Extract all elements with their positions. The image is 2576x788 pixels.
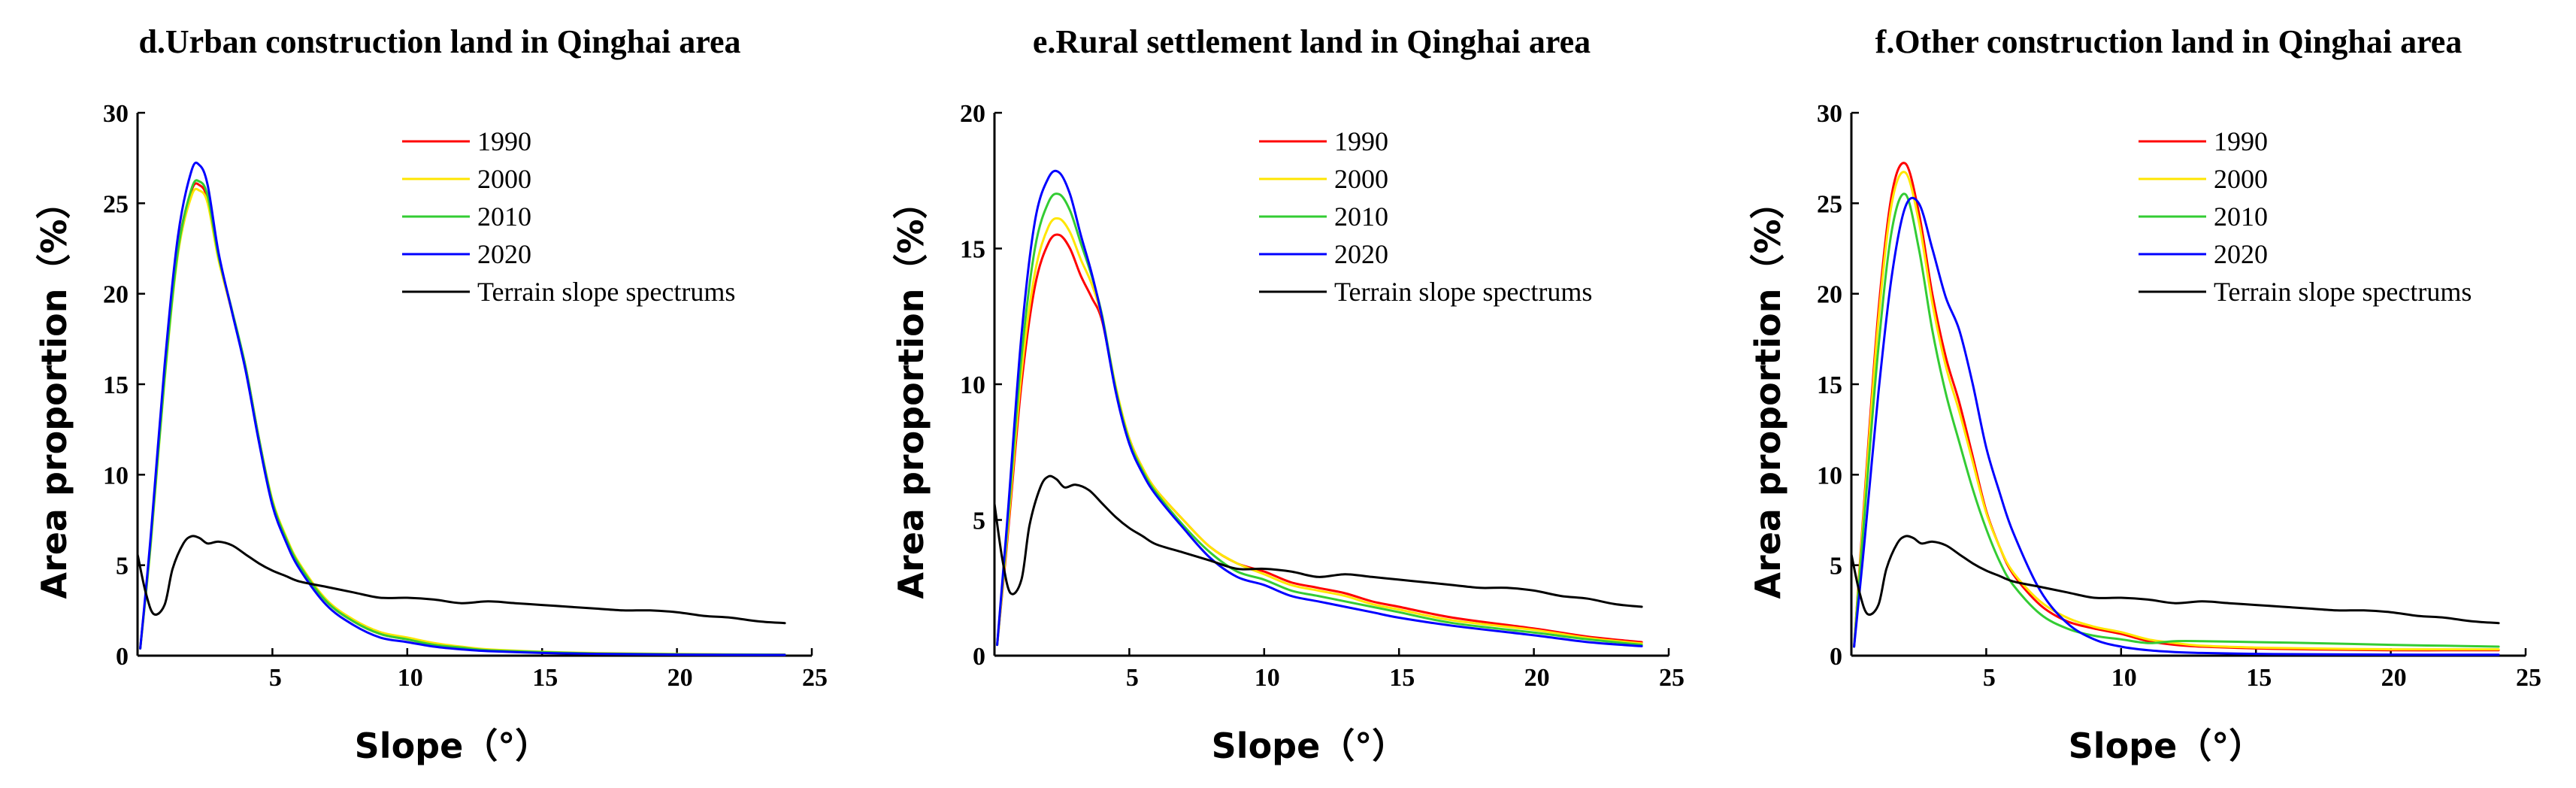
legend-label: 2000 <box>2214 164 2268 194</box>
y-tick-label: 5 <box>116 553 129 580</box>
legend-label: 2000 <box>1334 164 1388 194</box>
y-tick-label: 20 <box>960 100 985 128</box>
legend-label: 2020 <box>2214 239 2268 269</box>
legend-label: Terrain slope spectrums <box>1334 277 1592 307</box>
legend-label: 1990 <box>2214 126 2268 156</box>
legend-label: Terrain slope spectrums <box>477 277 735 307</box>
y-axis-label: Area proportion（%） <box>1748 184 1788 599</box>
legend-label: Terrain slope spectrums <box>2214 277 2472 307</box>
y-tick-label: 10 <box>103 462 129 489</box>
y-tick-label: 0 <box>1830 643 1842 671</box>
y-tick-label: 15 <box>960 236 985 264</box>
x-tick-label: 10 <box>1255 664 1280 692</box>
series-line-2 <box>1853 192 2500 648</box>
series-line-3 <box>996 169 1643 647</box>
y-axis-label: Area proportion（%） <box>891 184 931 599</box>
series-line-1 <box>139 187 786 656</box>
chart-panel-3: f.Other construction land in Qinghai are… <box>1748 23 2541 766</box>
legend-label: 2010 <box>2214 202 2268 232</box>
x-axis-label: Slope（°） <box>1212 726 1407 766</box>
chart-title: e.Rural settlement land in Qinghai area <box>1033 23 1591 60</box>
chart-panel-2: e.Rural settlement land in Qinghai area 0… <box>891 23 1685 766</box>
legend-label: 2000 <box>477 164 531 194</box>
y-tick-label: 0 <box>973 643 985 671</box>
legend-label: 2020 <box>1334 239 1388 269</box>
legend: 1990 2000 2010 2020 Terrain slope spectrums <box>1259 126 1592 307</box>
y-tick-label: 20 <box>103 281 129 309</box>
y-tick-label: 25 <box>103 190 129 218</box>
legend: 1990 2000 2010 2020 Terrain slope spectrums <box>402 126 735 307</box>
series-line-0 <box>1853 162 2500 652</box>
x-tick-label: 20 <box>2381 664 2407 692</box>
chart-title: d.Urban construction land in Qinghai are… <box>138 23 740 60</box>
series-line-4 <box>136 535 786 625</box>
y-tick-label: 5 <box>973 508 985 535</box>
y-tick-label: 10 <box>960 371 985 399</box>
legend-label: 1990 <box>1334 126 1388 156</box>
x-tick-label: 25 <box>1659 664 1685 692</box>
x-tick-label: 25 <box>2516 664 2541 692</box>
legend-label: 1990 <box>477 126 531 156</box>
x-tick-label: 15 <box>532 664 558 692</box>
series-line-3 <box>139 161 786 656</box>
series-line-2 <box>139 179 786 656</box>
y-tick-label: 30 <box>1817 100 1842 128</box>
y-tick-label: 10 <box>1817 462 1842 489</box>
x-tick-label: 5 <box>269 664 282 692</box>
series-line-4 <box>993 474 1643 608</box>
y-tick-label: 30 <box>103 100 129 128</box>
series-line-4 <box>1850 535 2500 625</box>
series-line-3 <box>1853 196 2500 656</box>
legend: 1990 2000 2010 2020 Terrain slope spectrums <box>2139 126 2472 307</box>
y-tick-label: 15 <box>103 371 129 399</box>
x-tick-label: 10 <box>398 664 423 692</box>
series-line-1 <box>1853 171 2500 651</box>
x-tick-label: 5 <box>1983 664 1996 692</box>
x-tick-label: 15 <box>1389 664 1415 692</box>
series-line-1 <box>996 217 1643 647</box>
y-axis-label: Area proportion（%） <box>34 184 74 599</box>
x-axis-label: Slope（°） <box>2069 726 2264 766</box>
x-tick-label: 5 <box>1126 664 1139 692</box>
chart-panel-1: d.Urban construction land in Qinghai are… <box>34 23 828 766</box>
legend-label: 2020 <box>477 239 531 269</box>
x-tick-label: 20 <box>667 664 693 692</box>
y-tick-label: 5 <box>1830 553 1842 580</box>
y-tick-label: 25 <box>1817 190 1842 218</box>
x-axis-label: Slope（°） <box>355 726 550 766</box>
legend-label: 2010 <box>1334 202 1388 232</box>
x-tick-label: 15 <box>2246 664 2272 692</box>
y-tick-label: 15 <box>1817 371 1842 399</box>
chart-title: f.Other construction land in Qinghai are… <box>1875 23 2462 60</box>
legend-label: 2010 <box>477 202 531 232</box>
y-tick-label: 20 <box>1817 281 1842 309</box>
x-tick-label: 25 <box>802 664 828 692</box>
x-tick-label: 20 <box>1524 664 1550 692</box>
series-line-2 <box>996 192 1643 647</box>
x-tick-label: 10 <box>2111 664 2137 692</box>
y-tick-label: 0 <box>116 643 129 671</box>
